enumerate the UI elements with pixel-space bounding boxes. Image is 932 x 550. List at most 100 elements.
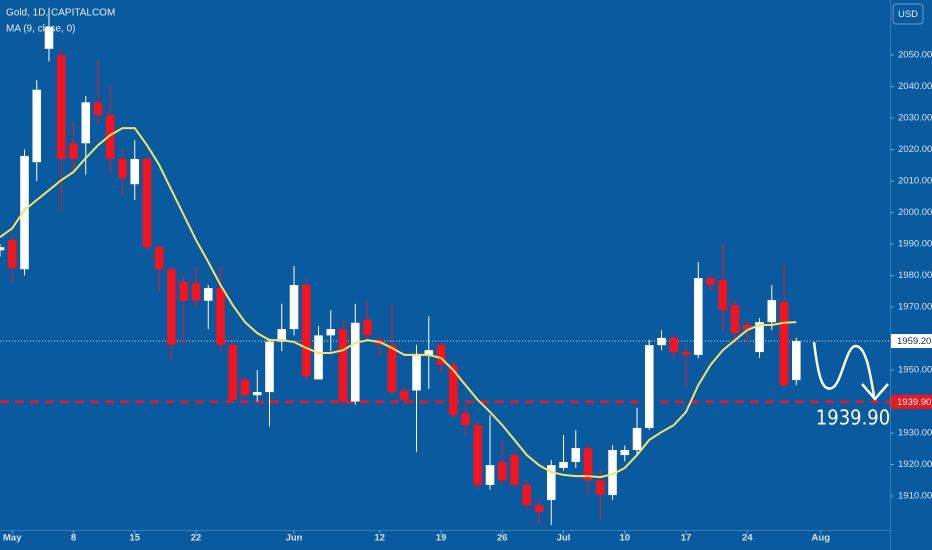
currency-button[interactable] <box>892 3 924 25</box>
candle-body <box>730 305 740 334</box>
x-tick-label: Jun <box>286 533 303 544</box>
x-tick-label: 8 <box>71 533 76 544</box>
x-tick-label: Aug <box>812 533 831 544</box>
candle-body <box>69 143 78 160</box>
x-tick-label: 10 <box>619 533 630 544</box>
candle-body <box>620 450 630 456</box>
y-tick-label: 2040.00 <box>898 81 932 92</box>
candle-body <box>742 324 752 331</box>
candle-body <box>350 322 360 402</box>
y-tick-label: 1950.00 <box>898 365 932 376</box>
candle-body <box>669 337 679 353</box>
candle-body <box>326 329 336 336</box>
indicator-legend: MA (9, close, 0) <box>6 24 75 35</box>
candle-body <box>387 344 397 393</box>
candle-body <box>767 300 777 323</box>
forecast-arrow <box>812 341 876 397</box>
annotation: 1939.90 <box>816 406 890 430</box>
candle-body <box>779 302 789 386</box>
candle-body <box>706 278 715 285</box>
candle-body <box>314 335 323 380</box>
x-tick-label: 26 <box>497 533 508 544</box>
candle-body <box>105 114 115 160</box>
candle-body <box>693 278 703 355</box>
candle-body <box>20 155 29 270</box>
candle-body <box>56 55 66 160</box>
candle-body <box>644 345 654 428</box>
candle-body <box>81 102 91 144</box>
forecast-arrowhead <box>861 383 889 401</box>
candle-body <box>179 281 189 301</box>
candle-body <box>277 329 287 342</box>
candle-body <box>436 344 446 365</box>
candle-body <box>497 461 507 481</box>
price-label-box <box>891 334 932 349</box>
candle-body <box>363 319 372 336</box>
candle-body <box>338 329 348 402</box>
price-label: 1939.90 <box>897 397 931 408</box>
candle-body <box>681 352 691 355</box>
candle-body <box>632 427 642 451</box>
candle-body <box>32 89 42 163</box>
candle-body <box>191 283 201 301</box>
x-tick-label: 24 <box>742 533 753 544</box>
candle-body <box>510 455 519 485</box>
candle-body <box>657 337 666 346</box>
y-tick-label: 1910.00 <box>898 491 932 502</box>
candle-body <box>154 247 164 270</box>
y-tick-label: 2030.00 <box>898 113 932 124</box>
x-tick-label: Jul <box>557 533 571 544</box>
x-tick-label: 17 <box>681 533 692 544</box>
candle-body <box>595 480 605 496</box>
candle-body <box>7 239 17 268</box>
chart-title: Gold, 1D, CAPITALCOM <box>6 8 115 19</box>
price-label: 1959.20 <box>897 336 931 347</box>
candle-body <box>718 279 728 311</box>
candle-body <box>583 448 593 481</box>
y-tick-label: 2020.00 <box>898 144 932 155</box>
candle-body <box>448 364 458 416</box>
candle-body <box>559 461 568 468</box>
candle-body <box>118 159 127 178</box>
candle-body <box>608 450 617 496</box>
candle-body <box>546 465 556 501</box>
candle-body <box>203 288 213 301</box>
moving-average <box>0 127 797 479</box>
candle-body <box>0 247 5 251</box>
candle-body <box>289 284 299 330</box>
candle-body <box>534 505 544 513</box>
candle-body <box>301 284 311 377</box>
price-label-box <box>891 394 932 409</box>
plot-area <box>0 7 890 525</box>
candle-body <box>791 341 801 381</box>
x-tick-label: 19 <box>436 533 447 544</box>
candle-body <box>252 392 262 396</box>
candle-body <box>216 288 225 345</box>
candle-body <box>399 390 409 400</box>
y-tick-label: 2000.00 <box>898 207 932 218</box>
y-tick-label: 1970.00 <box>898 302 932 313</box>
currency-label[interactable]: USD <box>898 9 918 20</box>
x-tick-label: 22 <box>191 533 202 544</box>
candle-body <box>461 413 470 426</box>
candle-body <box>755 322 764 353</box>
y-tick-label: 1920.00 <box>898 459 932 470</box>
candle-body <box>228 344 238 400</box>
candle-body <box>424 350 434 355</box>
candle-body <box>473 425 483 485</box>
candle-body <box>412 354 421 391</box>
candle-body <box>522 484 532 506</box>
candle-body <box>240 379 250 396</box>
candle-body <box>142 159 152 248</box>
candle-body <box>44 26 54 49</box>
y-tick-label: 1990.00 <box>898 239 932 250</box>
candle-body <box>130 159 140 185</box>
x-tick-label: 12 <box>374 533 385 544</box>
candle-body <box>265 341 274 393</box>
y-tick-label: 2010.00 <box>898 176 932 187</box>
candle-body <box>571 448 581 462</box>
candle-body <box>167 269 176 345</box>
y-tick-label: 2050.00 <box>898 50 932 61</box>
